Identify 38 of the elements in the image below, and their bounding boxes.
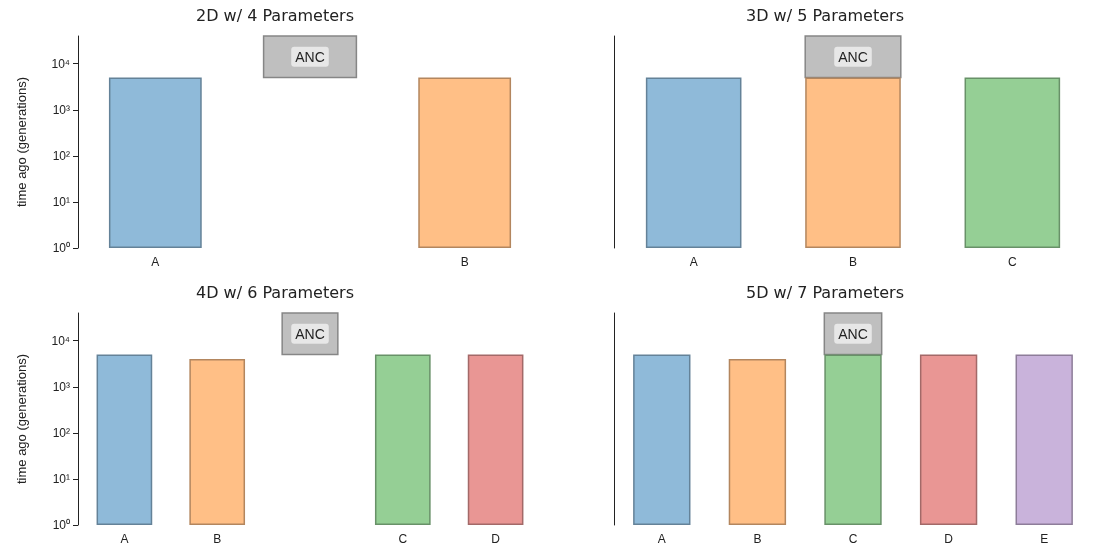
y-tick-label: 10¹ xyxy=(52,471,70,486)
y-tick-label: 10⁴ xyxy=(51,333,70,348)
x-tick-label: A xyxy=(151,255,160,269)
x-tick-label: B xyxy=(460,255,469,269)
x-tick-label: D xyxy=(491,531,501,546)
x-tick-label: C xyxy=(1008,255,1017,269)
y-tick-label: 10¹ xyxy=(52,194,70,209)
y-tick-label: 10² xyxy=(52,148,70,163)
data-label: ANC xyxy=(295,325,325,342)
x-tick-label: A xyxy=(120,531,129,546)
chart-title: 4D w/ 6 Parameters xyxy=(196,282,354,301)
bar xyxy=(96,354,153,525)
y-axis-title: time ago (generations) xyxy=(14,76,29,208)
x-tick-label: B xyxy=(753,531,762,546)
chart-title: 3D w/ 5 Parameters xyxy=(746,5,904,25)
y-tick-label: 10⁰ xyxy=(52,241,70,255)
data-label: ANC xyxy=(295,48,325,65)
y-tick-label: 10³ xyxy=(52,102,70,117)
bar xyxy=(374,354,431,525)
x-tick-label: B xyxy=(848,255,858,269)
x-tick-label: C xyxy=(398,531,408,546)
x-tick-label: C xyxy=(848,531,858,546)
x-tick-label: A xyxy=(657,531,666,546)
y-tick-label: 10² xyxy=(52,425,70,440)
chart-title: 5D w/ 7 Parameters xyxy=(746,282,904,301)
x-tick-label: A xyxy=(689,255,698,269)
bar xyxy=(189,358,246,525)
x-tick-label: B xyxy=(213,531,222,546)
y-axis-title: time ago (generations) xyxy=(14,353,29,484)
data-label: ANC xyxy=(838,325,868,342)
data-label: ANC xyxy=(838,48,868,65)
bar xyxy=(467,354,524,525)
x-tick-label: E xyxy=(1040,531,1049,546)
y-tick-label: 10⁰ xyxy=(52,517,70,532)
chart-title: 2D w/ 4 Parameters xyxy=(196,5,354,25)
x-tick-label: D xyxy=(944,531,954,546)
y-tick-label: 10⁴ xyxy=(51,56,70,71)
y-tick-label: 10³ xyxy=(52,379,70,394)
